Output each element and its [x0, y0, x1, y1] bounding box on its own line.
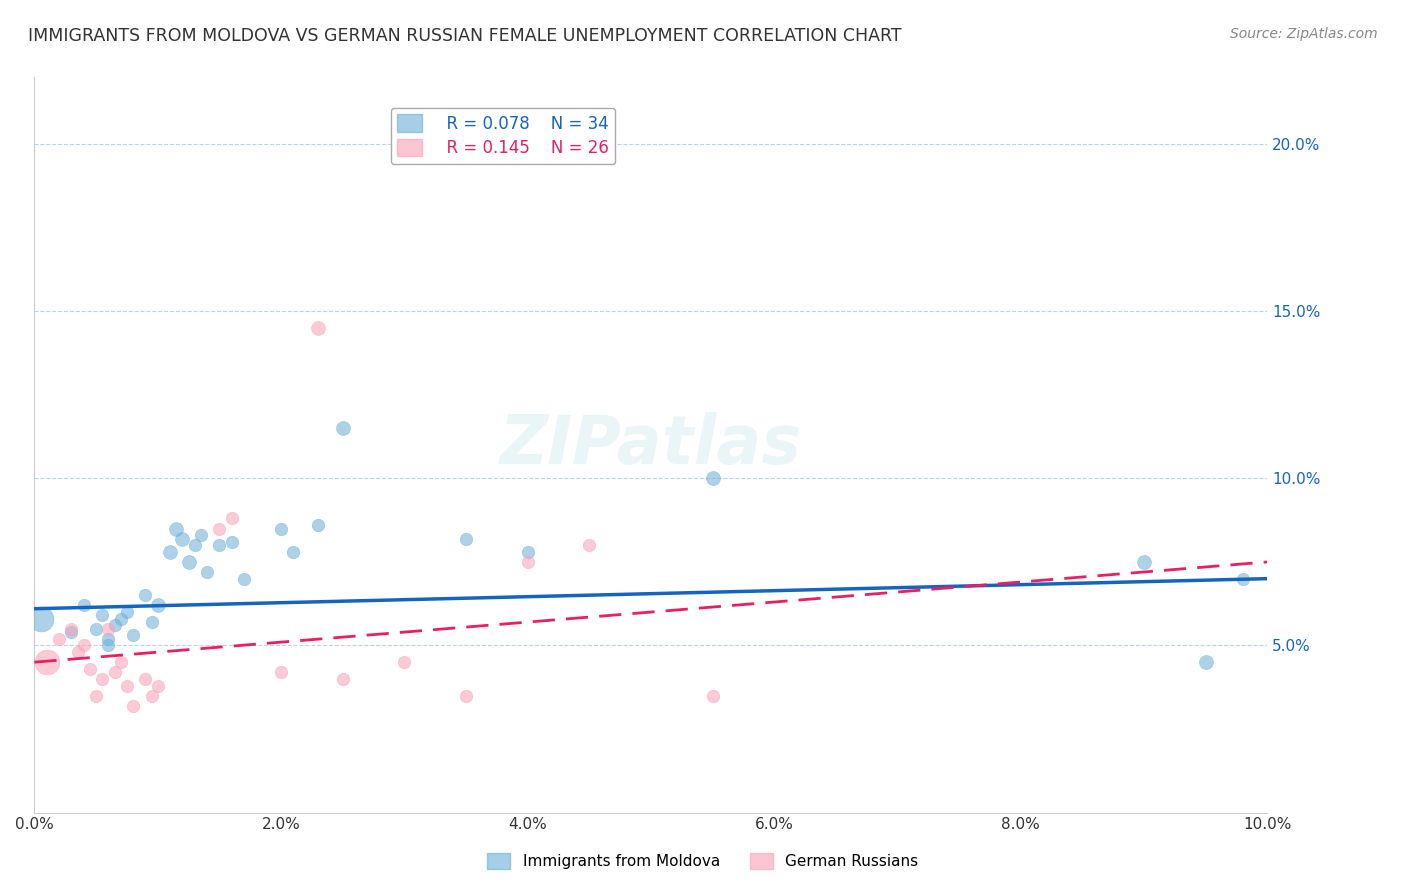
- Point: [134, 672, 156, 686]
- Point: [270, 522, 292, 536]
- Point: [141, 615, 163, 629]
- Point: [79, 662, 101, 676]
- Point: [208, 538, 231, 552]
- Text: IMMIGRANTS FROM MOLDOVA VS GERMAN RUSSIAN FEMALE UNEMPLOYMENT CORRELATION CHART: IMMIGRANTS FROM MOLDOVA VS GERMAN RUSSIA…: [28, 27, 901, 45]
- Point: [332, 672, 354, 686]
- Point: [578, 538, 600, 552]
- Point: [1232, 572, 1254, 586]
- Point: [103, 618, 125, 632]
- Point: [66, 645, 89, 659]
- Point: [332, 421, 354, 435]
- Point: [159, 545, 181, 559]
- Point: [115, 605, 138, 619]
- Point: [141, 689, 163, 703]
- Point: [97, 632, 120, 646]
- Point: [97, 622, 120, 636]
- Point: [394, 655, 416, 669]
- Point: [146, 679, 169, 693]
- Point: [134, 588, 156, 602]
- Point: [307, 321, 329, 335]
- Point: [172, 532, 194, 546]
- Point: [165, 522, 187, 536]
- Point: [91, 672, 114, 686]
- Point: [60, 622, 83, 636]
- Point: [183, 538, 205, 552]
- Point: [516, 545, 538, 559]
- Point: [35, 655, 58, 669]
- Point: [122, 628, 145, 642]
- Point: [702, 471, 724, 485]
- Point: [115, 679, 138, 693]
- Point: [103, 665, 125, 680]
- Point: [91, 608, 114, 623]
- Point: [177, 555, 200, 569]
- Point: [221, 511, 243, 525]
- Text: ZIPatlas: ZIPatlas: [501, 412, 801, 478]
- Point: [516, 555, 538, 569]
- Point: [84, 689, 107, 703]
- Point: [1133, 555, 1156, 569]
- Point: [110, 655, 132, 669]
- Legend: Immigrants from Moldova, German Russians: Immigrants from Moldova, German Russians: [481, 847, 925, 875]
- Point: [1195, 655, 1218, 669]
- Point: [208, 522, 231, 536]
- Point: [190, 528, 212, 542]
- Point: [195, 565, 218, 579]
- Legend:   R = 0.078    N = 34,   R = 0.145    N = 26: R = 0.078 N = 34, R = 0.145 N = 26: [391, 108, 616, 164]
- Point: [454, 532, 477, 546]
- Point: [233, 572, 256, 586]
- Point: [30, 612, 52, 626]
- Point: [221, 534, 243, 549]
- Point: [283, 545, 305, 559]
- Text: Source: ZipAtlas.com: Source: ZipAtlas.com: [1230, 27, 1378, 41]
- Point: [702, 689, 724, 703]
- Point: [73, 639, 96, 653]
- Point: [97, 639, 120, 653]
- Point: [60, 625, 83, 640]
- Point: [307, 518, 329, 533]
- Point: [84, 622, 107, 636]
- Point: [270, 665, 292, 680]
- Point: [48, 632, 70, 646]
- Point: [146, 599, 169, 613]
- Point: [110, 612, 132, 626]
- Point: [122, 698, 145, 713]
- Point: [454, 689, 477, 703]
- Point: [73, 599, 96, 613]
